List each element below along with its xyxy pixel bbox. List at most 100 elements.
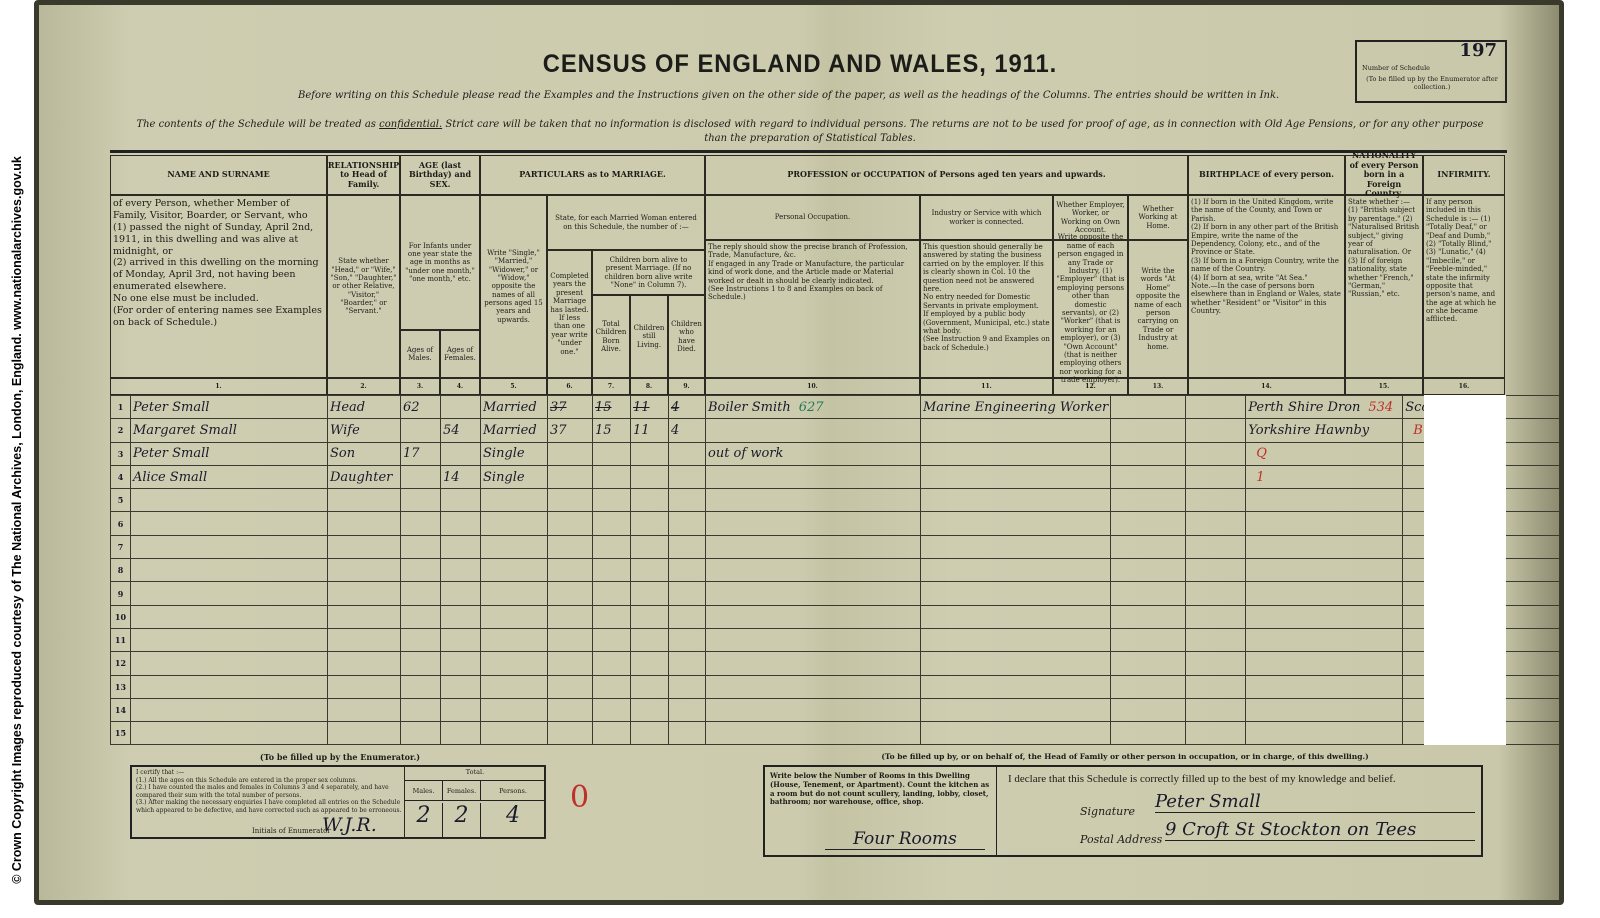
children-living-value: 11 <box>633 422 650 438</box>
person-name: Alice Small <box>130 464 328 490</box>
employment-status <box>1110 534 1187 560</box>
table-row: 7 <box>110 534 1564 560</box>
industry: Marine Engineering Worker <box>919 394 1112 420</box>
industry <box>919 511 1112 536</box>
row-number: 9 <box>110 581 131 606</box>
enumerator-label: (To be filled up by the Enumerator.) <box>259 752 421 762</box>
birthplace-description: (1) If born in the United Kingdom, write… <box>1188 195 1345 378</box>
row-number: 1 <box>110 394 131 420</box>
birthplace <box>1245 511 1404 536</box>
relationship <box>327 488 401 513</box>
marriage-years-value: 37 <box>550 399 567 415</box>
age-female-value: 14 <box>443 469 460 485</box>
employer-header: Whether Employer, Worker, or Working on … <box>1053 195 1128 240</box>
children-died <box>668 604 706 629</box>
marriage-years-header: Completed years the present Marriage has… <box>547 250 592 378</box>
industry <box>919 558 1112 583</box>
person-name <box>130 581 328 606</box>
table-top-rule <box>110 150 1507 153</box>
children-born: 15 <box>592 418 631 443</box>
row-number: 2 <box>110 418 131 443</box>
occupation <box>705 604 921 629</box>
working-at-home <box>1185 674 1247 699</box>
females-label: Females. <box>443 781 481 801</box>
row-number-value: 7 <box>117 541 124 552</box>
table-row: 1 Peter Small Head 62 Married 37 15 11 4 Boiler S… <box>110 394 1564 420</box>
marriage-years <box>547 651 593 676</box>
total-males: 2 <box>405 803 443 839</box>
industry <box>919 651 1112 676</box>
row-number-value: 2 <box>117 425 124 436</box>
age-male <box>400 604 441 629</box>
employment-status <box>1110 721 1187 746</box>
occupation <box>705 651 921 676</box>
age-female <box>440 534 481 560</box>
signature-label: Signature <box>1080 805 1136 818</box>
relationship <box>327 721 401 746</box>
person-name <box>130 604 328 629</box>
person-name <box>130 721 328 746</box>
occupation <box>705 697 921 723</box>
relationship-value: Son <box>330 446 356 462</box>
marriage-condition-description: Write "Single," "Married," "Widower," or… <box>480 195 547 378</box>
employment-status <box>1110 441 1187 466</box>
occupation-description: The reply should show the precise branch… <box>705 240 920 378</box>
birthplace <box>1245 604 1404 629</box>
age-female <box>440 394 481 420</box>
children-died <box>668 464 706 490</box>
marriage-years: 37 <box>547 418 593 443</box>
birthplace: 1 <box>1245 464 1404 490</box>
children-died-value: 4 <box>671 399 680 415</box>
marriage-years <box>547 441 593 466</box>
birthplace: Q <box>1245 441 1404 466</box>
age-male <box>400 464 441 490</box>
relationship <box>327 604 401 629</box>
initials-label: Initials of Enumerator <box>252 827 331 835</box>
person-name <box>130 511 328 536</box>
total-females: 2 <box>443 803 481 839</box>
employment-status <box>1110 604 1187 629</box>
occupation-value: Boiler Smith <box>708 399 791 415</box>
children-living <box>630 464 669 490</box>
relationship: Son <box>327 441 401 466</box>
person-name <box>130 697 328 723</box>
children-living <box>630 534 669 560</box>
children-living <box>630 511 669 536</box>
person-name: Margaret Small <box>130 418 328 443</box>
age-female <box>440 674 481 699</box>
marital-condition <box>480 651 548 676</box>
marital-condition <box>480 674 548 699</box>
employment-status <box>1110 558 1187 583</box>
table-row: 9 <box>110 581 1564 606</box>
relationship <box>327 674 401 699</box>
birthplace <box>1245 651 1404 676</box>
employment-status <box>1110 488 1187 513</box>
industry <box>919 418 1112 443</box>
column-number: 5. <box>480 378 547 395</box>
marriage-years <box>547 581 593 606</box>
row-number: 13 <box>110 674 131 699</box>
row-number: 7 <box>110 534 131 560</box>
employment-status <box>1110 651 1187 676</box>
marriage-years <box>547 674 593 699</box>
column-number: 6. <box>547 378 592 395</box>
children-living-header: Children still Living. <box>630 295 668 378</box>
children-died-value: 4 <box>671 422 680 438</box>
occupation <box>705 627 921 653</box>
table-row: 6 <box>110 511 1564 536</box>
marriage-years <box>547 511 593 536</box>
children-born <box>592 674 631 699</box>
person-name-value: Peter Small <box>133 446 210 462</box>
row-number-value: 5 <box>117 495 124 506</box>
marital-condition: Married <box>480 418 548 443</box>
column-number: 11. <box>920 378 1053 395</box>
row-number-value: 6 <box>117 518 124 529</box>
occupation <box>705 558 921 583</box>
table-row: 8 <box>110 558 1564 583</box>
age-female-value: 54 <box>443 422 460 438</box>
relationship <box>327 627 401 653</box>
row-number-value: 4 <box>117 472 124 483</box>
enumerator-initials: W.J.R. <box>322 814 377 836</box>
relationship-value: Daughter <box>330 469 393 485</box>
age-male <box>400 627 441 653</box>
